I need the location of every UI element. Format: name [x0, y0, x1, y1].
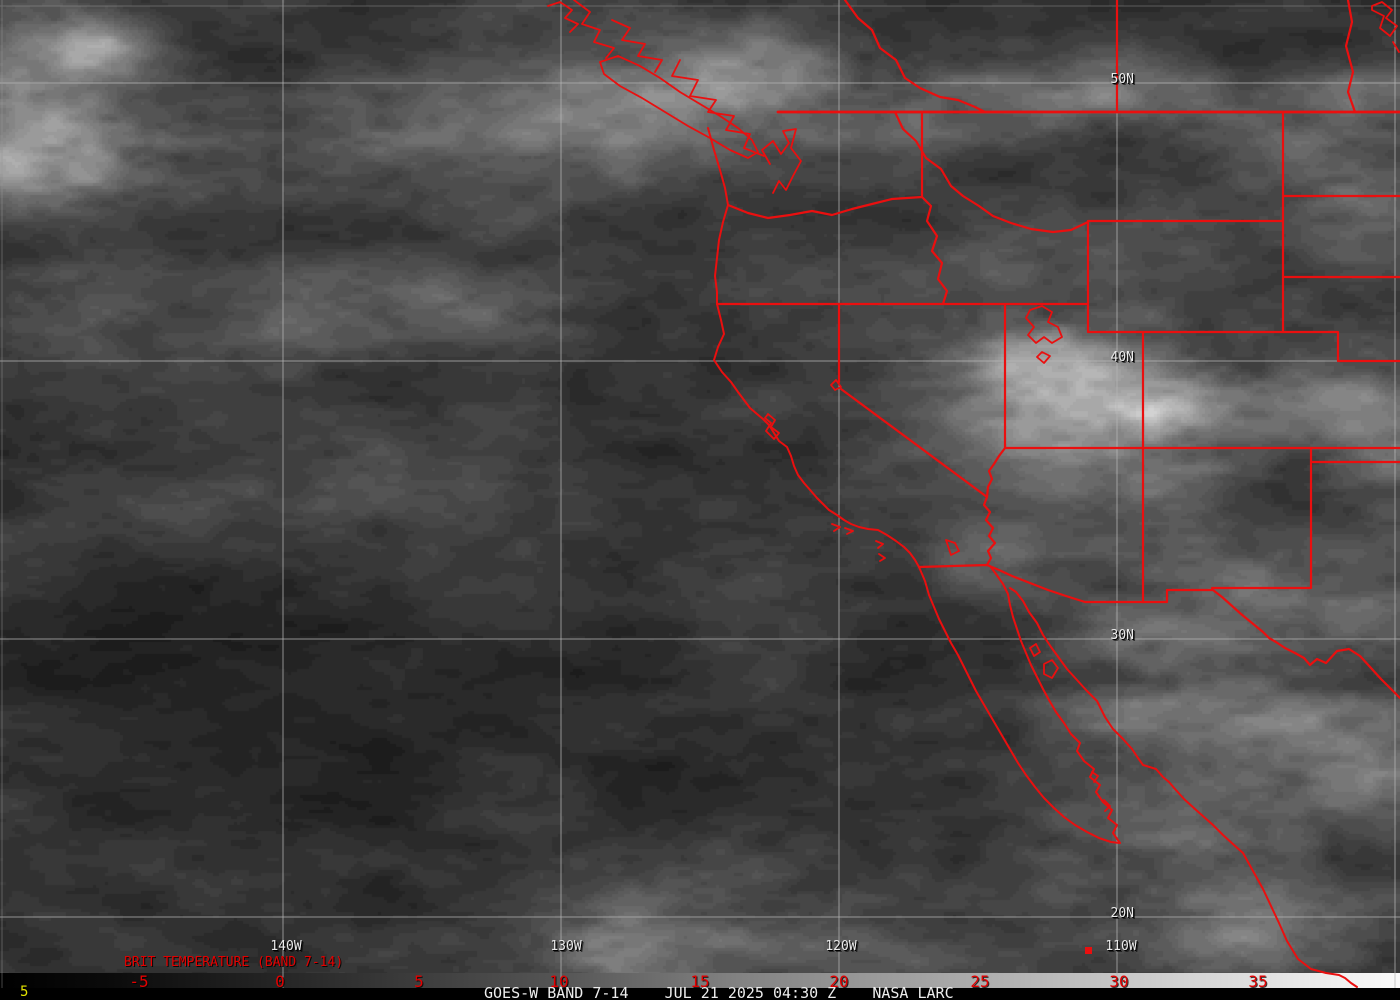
lat-label-20n: 20N	[1110, 906, 1134, 921]
footer-product-datetime-label: GOES-W BAND 7-14 JUL 21 2025 04:30 Z NAS…	[484, 984, 954, 1000]
colorbar-tick-neg5: -5	[129, 972, 149, 991]
footer-bar	[0, 988, 1400, 1000]
colorbar-tick-35: 35	[1248, 972, 1268, 991]
lon-label-120w: 120W	[825, 939, 857, 954]
colorbar-tick-20: 20	[829, 972, 849, 991]
colorbar-tick-15: 15	[690, 972, 710, 991]
pacific-coastline-path	[707, 127, 1358, 988]
lon-label-140w: 140W	[270, 939, 302, 954]
state-borders-path	[715, 110, 1400, 604]
colorbar-tick-5: 5	[414, 972, 424, 991]
footer-left-value: 5	[20, 984, 29, 1000]
islands-and-lakes-path	[547, 0, 1111, 812]
provincial-borders-path	[843, 0, 1357, 114]
us-mexico-border-path	[917, 563, 1400, 700]
lat-label-40n: 40N	[1110, 350, 1134, 365]
lake-tahoe-outline-path	[830, 379, 842, 391]
colorbar-tick-25: 25	[970, 972, 990, 991]
temperature-colorbar	[0, 973, 1400, 990]
product-title-label: BRIT TEMPERATURE (BAND 7-14)	[124, 955, 344, 970]
lat-label-50n: 50N	[1110, 72, 1134, 87]
manitoba-lake-outlines-path	[1371, 1, 1400, 53]
nevada-california-river-borders-path	[837, 302, 1007, 567]
colorbar-tick-10: 10	[549, 972, 569, 991]
colorbar-tick-0: 0	[275, 972, 285, 991]
colorbar-tick-30: 30	[1109, 972, 1129, 991]
lon-label-110w: 110W	[1105, 939, 1137, 954]
longitude-gridlines	[282, 0, 1396, 990]
lon-label-130w: 130W	[550, 939, 582, 954]
latitude-gridlines	[0, 82, 1400, 918]
lat-label-30n: 30N	[1110, 628, 1134, 643]
socorro-island-marker	[1085, 947, 1092, 954]
